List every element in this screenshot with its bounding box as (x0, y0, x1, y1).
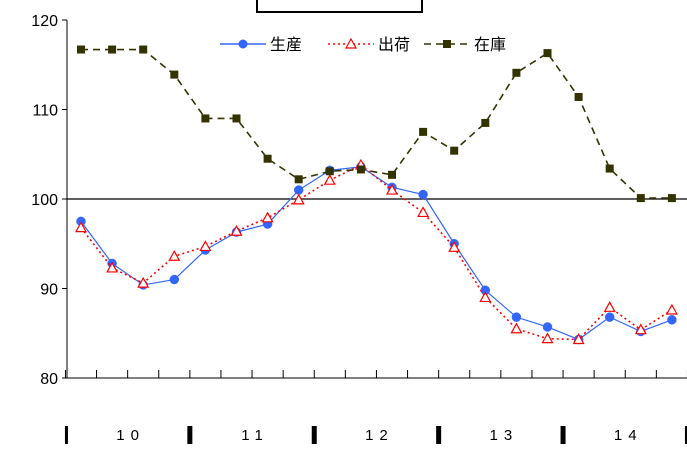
data-point (261, 211, 274, 223)
series-layer (74, 45, 678, 345)
data-point (232, 114, 241, 123)
legend-marker (238, 39, 248, 49)
data-point (74, 221, 88, 233)
data-point (481, 118, 490, 127)
data-point (263, 154, 272, 163)
data-point (201, 114, 210, 123)
series-line (81, 48, 672, 199)
data-point (106, 261, 119, 273)
y-tick-label: 120 (31, 13, 58, 30)
legend-label: 生産 (270, 35, 302, 54)
data-point (418, 189, 428, 200)
data-point (543, 49, 552, 58)
data-point (479, 291, 492, 303)
data-point (667, 194, 676, 203)
legend-marker (443, 40, 451, 48)
data-point (605, 164, 614, 173)
data-point (356, 165, 365, 174)
legend-item-2: 出荷 (328, 35, 410, 54)
data-point (292, 193, 305, 205)
year-label: 14 (614, 427, 643, 444)
data-point (230, 224, 243, 236)
series-3 (77, 45, 676, 203)
data-point (419, 127, 428, 136)
legend-item-3: 在庫 (424, 35, 506, 54)
data-point (137, 276, 150, 288)
year-label: 13 (490, 427, 519, 444)
data-point (450, 146, 459, 155)
data-point (388, 170, 396, 179)
data-point (541, 332, 554, 344)
axes: 80 90 100 110 120 (31, 13, 687, 388)
data-point (323, 173, 336, 185)
data-point (574, 92, 583, 101)
legend: 生産 出荷 在庫 (220, 35, 506, 54)
data-point (512, 68, 521, 77)
data-point (542, 322, 553, 332)
year-label: 10 (116, 427, 145, 444)
legend-label: 在庫 (474, 35, 506, 54)
y-tick-label: 80 (40, 371, 58, 388)
data-point (139, 45, 148, 54)
data-point (665, 303, 678, 315)
data-point (77, 45, 85, 54)
series-line (80, 164, 673, 341)
year-axis: 10 11 12 13 14 (64, 426, 687, 444)
data-point (603, 301, 616, 312)
series-2 (74, 158, 678, 345)
data-point (108, 45, 117, 54)
data-point (448, 241, 461, 252)
legend-label: 出荷 (378, 35, 410, 54)
data-point (168, 250, 181, 261)
data-point (634, 323, 647, 335)
title-box (256, 0, 423, 13)
series-line (80, 166, 673, 341)
data-point (294, 175, 303, 184)
data-point (667, 315, 677, 325)
data-point (199, 240, 212, 252)
legend-marker (344, 37, 358, 49)
series-1 (76, 162, 677, 345)
data-point (293, 185, 304, 195)
year-label: 11 (241, 427, 269, 444)
data-point (510, 322, 523, 334)
y-tick-label: 90 (40, 282, 58, 299)
y-tick-label: 110 (32, 103, 58, 120)
y-tick-label: 100 (31, 192, 58, 209)
data-point (170, 70, 179, 79)
data-point (169, 274, 180, 285)
data-point (325, 167, 334, 176)
data-point (636, 194, 645, 203)
data-point (572, 333, 585, 345)
legend-item-1: 生産 (220, 35, 302, 54)
data-point (604, 312, 615, 322)
data-point (385, 183, 399, 195)
year-label: 12 (365, 427, 394, 444)
data-point (511, 312, 522, 322)
data-point (417, 206, 430, 218)
